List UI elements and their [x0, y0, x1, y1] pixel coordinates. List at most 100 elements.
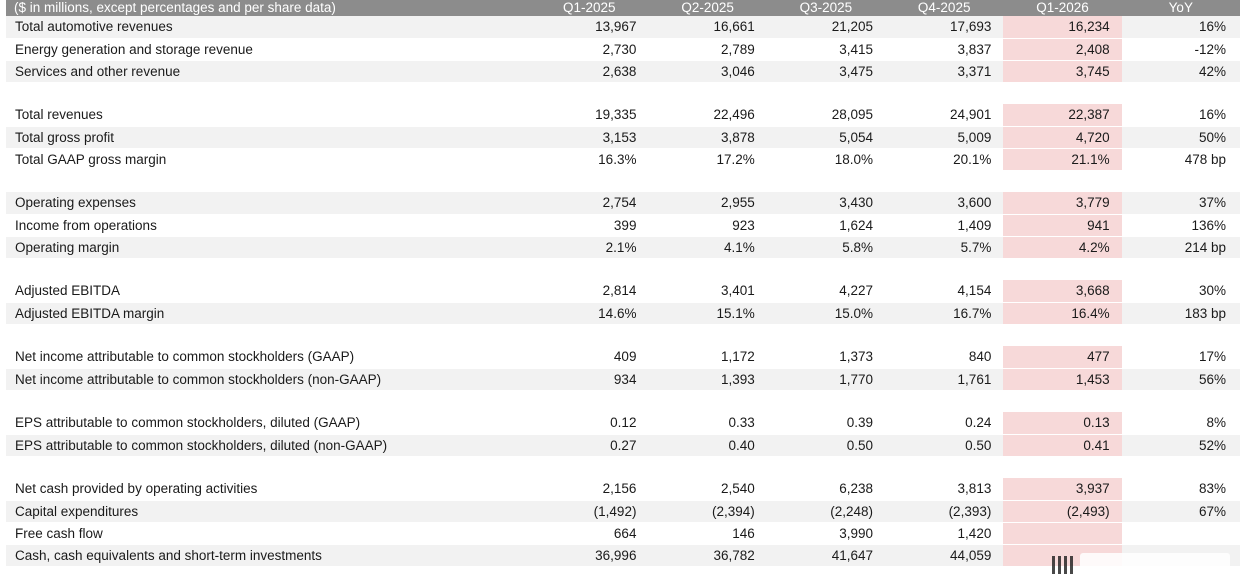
row-label: EPS attributable to common stockholders,…: [6, 412, 531, 435]
table-row: EPS attributable to common stockholders,…: [6, 412, 1240, 435]
table-title: ($ in millions, except percentages and p…: [6, 0, 531, 16]
table-row: Total gross profit 3,153 3,878 5,054 5,009 4,…: [6, 126, 1240, 149]
yoy-cell: 83%: [1121, 478, 1240, 501]
value-cell: 15.0%: [766, 302, 886, 325]
current-quarter-cell: [1003, 544, 1122, 567]
value-cell: 1,761: [885, 368, 1004, 391]
current-quarter-cell: 16,234: [1003, 16, 1122, 39]
current-quarter-cell: 941: [1003, 214, 1122, 237]
spacer-row: [6, 82, 1240, 104]
value-cell: 0.50: [885, 434, 1004, 457]
value-cell: (1,492): [530, 500, 649, 523]
spacer-row: [6, 390, 1240, 412]
value-cell: 2,156: [530, 478, 649, 501]
table-row: Net income attributable to common stockh…: [6, 346, 1240, 369]
value-cell: 1,373: [766, 346, 886, 369]
value-cell: (2,394): [648, 500, 767, 523]
value-cell: 3,990: [766, 522, 886, 545]
value-cell: 16.3%: [530, 148, 649, 171]
value-cell: 22,496: [648, 104, 767, 127]
yoy-cell: 214 bp: [1121, 236, 1240, 259]
yoy-cell: 8%: [1121, 412, 1240, 435]
row-label: Adjusted EBITDA margin: [6, 302, 531, 325]
table-row: Free cash flow 664 146 3,990 1,420: [6, 522, 1240, 545]
value-cell: 6,238: [766, 478, 886, 501]
table-body: Total automotive revenues 13,967 16,661 21,…: [6, 16, 1240, 567]
yoy-cell: 37%: [1121, 192, 1240, 215]
current-quarter-cell: (2,493): [1003, 500, 1122, 523]
value-cell: 664: [530, 522, 649, 545]
value-cell: 2,638: [530, 60, 649, 83]
value-cell: 20.1%: [885, 148, 1004, 171]
value-cell: 4,227: [766, 280, 886, 303]
row-label: Free cash flow: [6, 522, 531, 545]
yoy-cell: 183 bp: [1121, 302, 1240, 325]
value-cell: 2,754: [530, 192, 649, 215]
row-label: Services and other revenue: [6, 60, 531, 83]
value-cell: 0.39: [766, 412, 886, 435]
value-cell: 28,095: [766, 104, 886, 127]
spacer-cell: [6, 390, 1240, 412]
row-label: Total GAAP gross margin: [6, 148, 531, 171]
value-cell: 399: [530, 214, 649, 237]
value-cell: 840: [885, 346, 1004, 369]
yoy-cell: 56%: [1121, 368, 1240, 391]
value-cell: 2.1%: [530, 236, 649, 259]
value-cell: 3,475: [766, 60, 886, 83]
current-quarter-cell: 3,779: [1003, 192, 1122, 215]
value-cell: 5,009: [885, 126, 1004, 149]
value-cell: 41,647: [766, 544, 886, 567]
column-header: YoY: [1121, 0, 1240, 16]
value-cell: 13,967: [530, 16, 649, 39]
value-cell: 0.27: [530, 434, 649, 457]
value-cell: 1,172: [648, 346, 767, 369]
row-label: Net income attributable to common stockh…: [6, 368, 531, 391]
yoy-cell: 17%: [1121, 346, 1240, 369]
value-cell: 4.1%: [648, 236, 767, 259]
table-row: Total GAAP gross margin 16.3% 17.2% 18.0% 20…: [6, 148, 1240, 171]
yoy-cell: -12%: [1121, 38, 1240, 61]
table-row: Energy generation and storage revenue 2,7…: [6, 38, 1240, 61]
value-cell: 3,600: [885, 192, 1004, 215]
current-quarter-cell: 21.1%: [1003, 148, 1122, 171]
yoy-cell: 136%: [1121, 214, 1240, 237]
spacer-cell: [6, 456, 1240, 478]
value-cell: 2,814: [530, 280, 649, 303]
current-quarter-cell: 3,668: [1003, 280, 1122, 303]
row-label: Total automotive revenues: [6, 16, 531, 39]
value-cell: 18.0%: [766, 148, 886, 171]
value-cell: 3,430: [766, 192, 886, 215]
value-cell: 24,901: [885, 104, 1004, 127]
value-cell: 2,789: [648, 38, 767, 61]
value-cell: 146: [648, 522, 767, 545]
value-cell: (2,248): [766, 500, 886, 523]
value-cell: 3,046: [648, 60, 767, 83]
row-label: Net cash provided by operating activitie…: [6, 478, 531, 501]
value-cell: 16.7%: [885, 302, 1004, 325]
row-label: Income from operations: [6, 214, 531, 237]
row-label: Total gross profit: [6, 126, 531, 149]
value-cell: 0.12: [530, 412, 649, 435]
value-cell: 2,540: [648, 478, 767, 501]
yoy-cell: [1121, 544, 1240, 567]
column-header: Q2-2025: [648, 0, 767, 16]
value-cell: 15.1%: [648, 302, 767, 325]
row-label: Operating margin: [6, 236, 531, 259]
column-header: Q1-2025: [530, 0, 649, 16]
table-row: Cash, cash equivalents and short-term in…: [6, 544, 1240, 567]
value-cell: 5,054: [766, 126, 886, 149]
yoy-cell: 67%: [1121, 500, 1240, 523]
current-quarter-cell: 3,745: [1003, 60, 1122, 83]
table-row: Adjusted EBITDA margin 14.6% 15.1% 15.0% 16.…: [6, 302, 1240, 325]
value-cell: 4,154: [885, 280, 1004, 303]
value-cell: 3,415: [766, 38, 886, 61]
table-row: Net income attributable to common stockh…: [6, 368, 1240, 391]
value-cell: 3,153: [530, 126, 649, 149]
value-cell: 14.6%: [530, 302, 649, 325]
current-quarter-cell: 1,453: [1003, 368, 1122, 391]
current-quarter-cell: 22,387: [1003, 104, 1122, 127]
value-cell: 3,813: [885, 478, 1004, 501]
table-row: Total automotive revenues 13,967 16,661 21,…: [6, 16, 1240, 39]
current-quarter-cell: 4,720: [1003, 126, 1122, 149]
